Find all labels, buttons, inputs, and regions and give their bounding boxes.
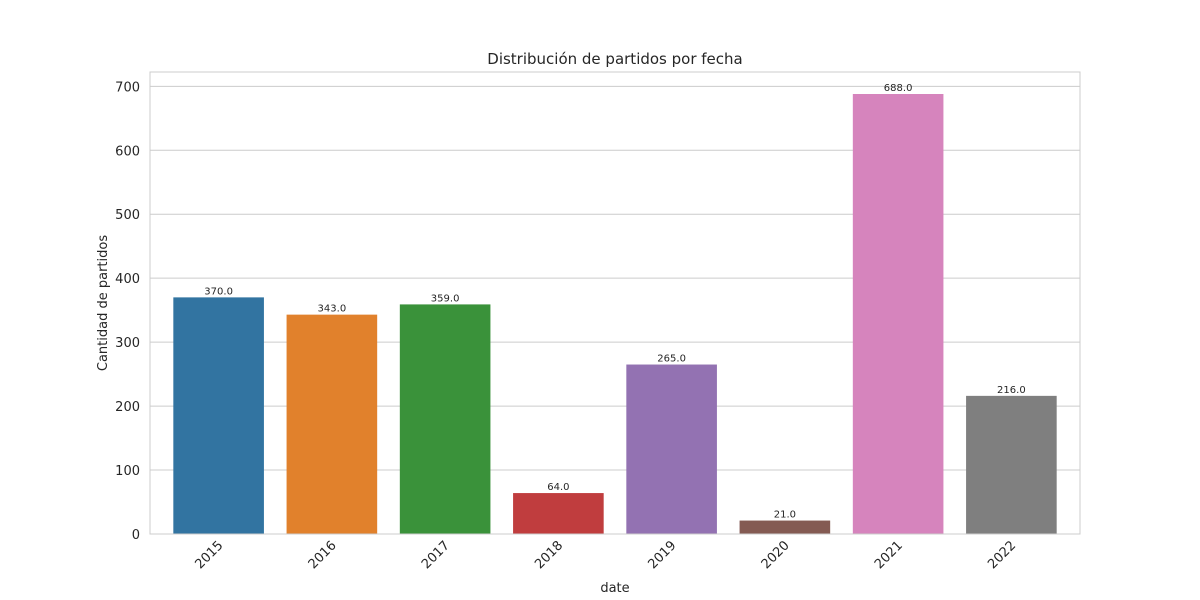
bar-value-label: 64.0 <box>547 482 569 493</box>
x-tick-label: 2022 <box>985 538 1019 572</box>
x-tick-label: 2017 <box>419 538 453 572</box>
bar-2016 <box>286 314 378 534</box>
bar-2017 <box>399 304 491 534</box>
bar-2018 <box>513 493 604 534</box>
x-tick-label: 2019 <box>645 538 679 572</box>
bar-value-label: 216.0 <box>997 385 1026 396</box>
chart-title: Distribución de partidos por fecha <box>487 50 742 68</box>
bar-value-label: 359.0 <box>431 293 460 304</box>
bar-value-label: 370.0 <box>204 286 233 297</box>
bar-value-label: 688.0 <box>884 83 913 94</box>
y-tick-label: 600 <box>115 144 140 159</box>
y-tick-label: 700 <box>115 80 140 95</box>
y-tick-label: 400 <box>115 272 140 287</box>
bars <box>173 94 1057 534</box>
y-axis-ticks: 0 100 200 300 400 500 600 700 <box>115 80 140 543</box>
x-axis-label: date <box>600 581 629 596</box>
bar-2021 <box>852 94 944 534</box>
y-tick-label: 200 <box>115 400 140 415</box>
bar-2015 <box>173 297 264 534</box>
bar-value-label: 21.0 <box>774 510 796 521</box>
y-tick-label: 500 <box>115 208 140 223</box>
bar-2019 <box>626 364 717 534</box>
x-tick-label: 2015 <box>192 538 226 572</box>
x-axis-ticks: 2015 2016 2017 2018 2019 2020 2021 2022 <box>192 538 1019 572</box>
y-axis-label: Cantidad de partidos <box>96 235 111 371</box>
y-tick-label: 0 <box>132 528 140 543</box>
x-tick-label: 2021 <box>872 538 906 572</box>
bar-2020 <box>739 520 831 534</box>
y-tick-label: 100 <box>115 464 140 479</box>
x-tick-label: 2018 <box>532 538 566 572</box>
bar-value-label: 343.0 <box>318 304 347 315</box>
x-tick-label: 2020 <box>759 538 793 572</box>
bar-2022 <box>966 395 1057 534</box>
y-tick-label: 300 <box>115 336 140 351</box>
x-tick-label: 2016 <box>306 538 340 572</box>
plot-frame <box>149 71 1081 535</box>
bar-value-label: 265.0 <box>657 354 686 365</box>
bar-value-labels: 370.0 343.0 359.0 64.0 265.0 21.0 688.0 216.0 <box>204 83 1025 521</box>
